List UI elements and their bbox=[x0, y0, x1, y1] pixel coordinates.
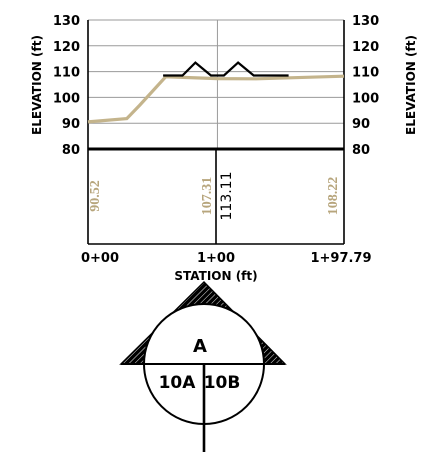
x-tick-2: 1+97.79 bbox=[310, 251, 371, 266]
sheet-right: 10B bbox=[204, 373, 241, 393]
y-tick-left-120: 120 bbox=[53, 40, 80, 55]
y-tick-left-110: 110 bbox=[53, 66, 80, 81]
y-tick-left-80: 80 bbox=[62, 143, 80, 158]
value-label-left: 90.52 bbox=[88, 180, 103, 212]
y-tick-right-120: 120 bbox=[352, 40, 379, 55]
y-tick-left-130: 130 bbox=[53, 14, 80, 29]
value-label-right: 108.22 bbox=[326, 177, 341, 216]
y-tick-left-90: 90 bbox=[62, 117, 80, 132]
y-tick-left-100: 100 bbox=[53, 91, 80, 106]
y-tick-right-80: 80 bbox=[352, 143, 370, 158]
x-axis-title: STATION (ft) bbox=[174, 269, 257, 283]
y-axis-title-right: ELEVATION (ft) bbox=[404, 35, 418, 135]
x-tick-0: 0+00 bbox=[81, 251, 119, 266]
grid-lines bbox=[88, 19, 344, 149]
series-existing-grade bbox=[87, 74, 345, 124]
section-letter: A bbox=[193, 336, 207, 357]
y-tick-right-130: 130 bbox=[352, 14, 379, 29]
y-tick-right-110: 110 bbox=[352, 66, 379, 81]
plot-frame bbox=[87, 20, 345, 245]
x-tick-1: 1+00 bbox=[197, 251, 235, 266]
series-proposed-grade bbox=[163, 61, 289, 77]
y-tick-right-90: 90 bbox=[352, 117, 370, 132]
y-tick-labels-left: 80 90 100 110 120 130 bbox=[53, 14, 80, 158]
sheet-left: 10A bbox=[159, 373, 197, 393]
value-label-mid-secondary: 113.11 bbox=[219, 172, 235, 221]
value-label-mid: 107.31 bbox=[200, 177, 215, 216]
y-tick-labels-right: 80 90 100 110 120 130 bbox=[352, 14, 379, 158]
section-symbol: A 10A 10B bbox=[119, 280, 287, 452]
profile-series bbox=[87, 61, 345, 124]
y-axis-title-left: ELEVATION (ft) bbox=[30, 35, 44, 135]
y-tick-right-100: 100 bbox=[352, 91, 379, 106]
